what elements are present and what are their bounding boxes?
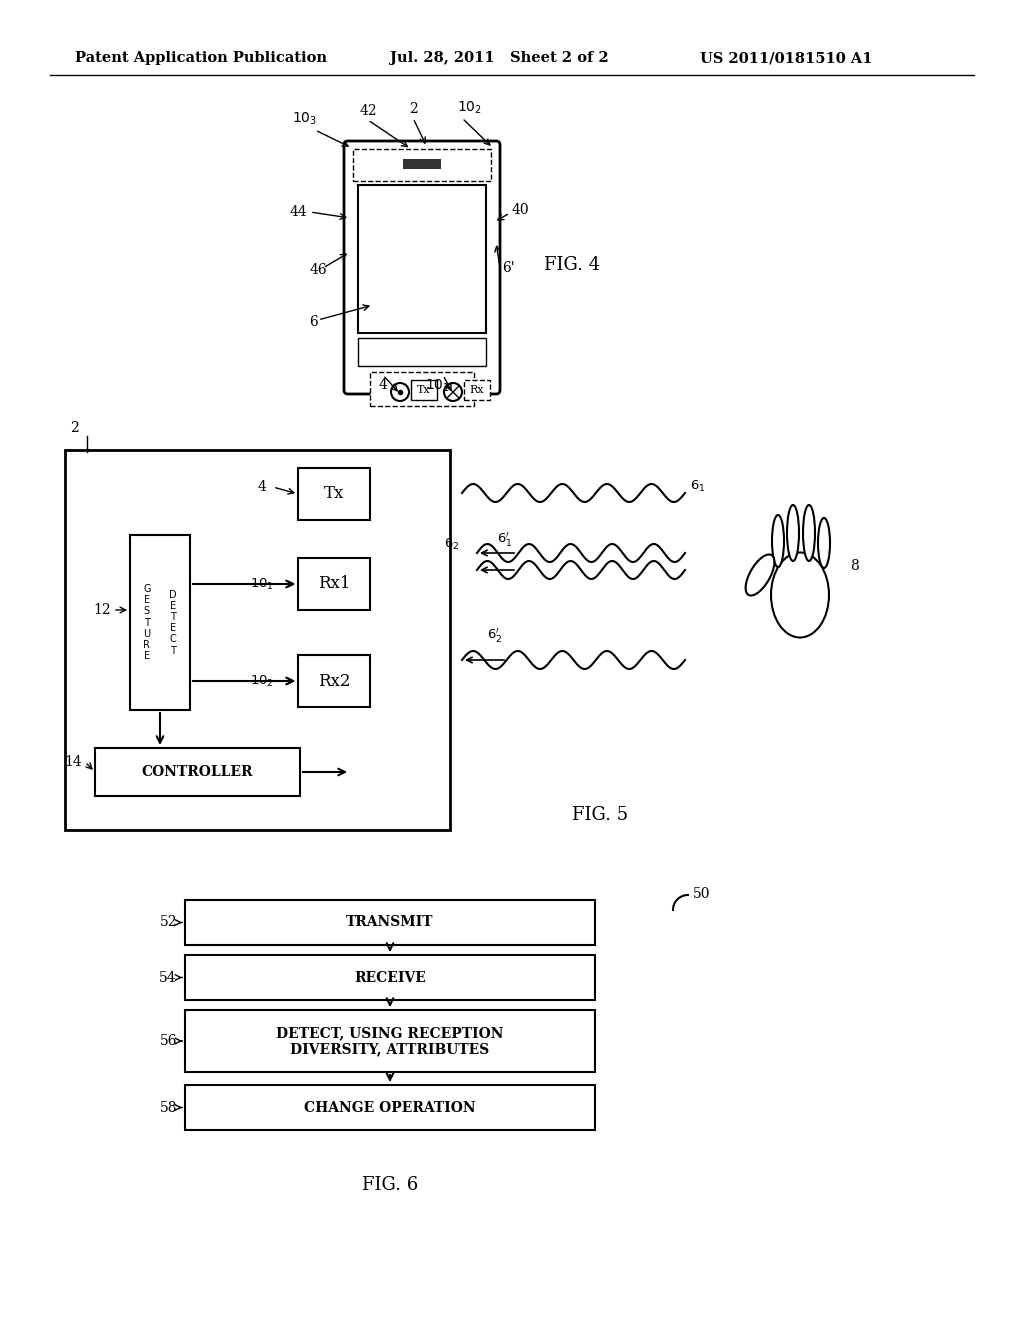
Bar [185,1085,595,1130]
Text: G
E
S
T
U
R
E: G E S T U R E [143,583,151,661]
Text: Tx: Tx [417,385,431,395]
Text: 6': 6' [502,261,515,275]
Bar [185,954,595,1001]
Ellipse shape [444,383,462,401]
Text: $10_1$: $10_1$ [426,378,451,395]
Text: 54: 54 [160,970,177,985]
Text: TRANSMIT: TRANSMIT [346,916,434,929]
Bar [370,372,474,407]
Text: 40: 40 [512,203,529,216]
Text: $6_2'$: $6_2'$ [487,626,503,644]
Text: 2: 2 [70,421,79,436]
Bar [353,149,490,181]
Text: 44: 44 [289,205,307,219]
Text: Rx: Rx [470,385,484,395]
Text: 12: 12 [93,603,111,616]
Text: 42: 42 [359,104,377,117]
Text: FIG. 4: FIG. 4 [544,256,600,275]
Ellipse shape [803,506,815,561]
Text: FIG. 5: FIG. 5 [572,807,628,824]
Text: Patent Application Publication: Patent Application Publication [75,51,327,65]
Text: Tx: Tx [324,486,344,503]
Bar [358,185,486,333]
Bar [403,158,441,169]
Text: $6_1$: $6_1$ [690,479,706,494]
Ellipse shape [745,554,774,595]
Bar [464,380,490,400]
Text: RECEIVE: RECEIVE [354,970,426,985]
Bar [185,1010,595,1072]
Bar [185,900,595,945]
Text: 14: 14 [65,755,82,770]
Bar [358,338,486,366]
Text: 52: 52 [160,916,177,929]
Bar [65,450,450,830]
Text: 56: 56 [160,1034,177,1048]
Text: 8: 8 [850,558,859,573]
Bar [95,748,300,796]
Text: CONTROLLER: CONTROLLER [141,766,253,779]
Text: 6: 6 [308,315,317,329]
Text: 4: 4 [258,480,266,494]
Text: CHANGE OPERATION: CHANGE OPERATION [304,1101,476,1114]
Text: Rx1: Rx1 [317,576,350,593]
Text: $6_2$: $6_2$ [444,537,460,552]
Text: 58: 58 [160,1101,177,1114]
Ellipse shape [818,517,830,568]
Bar [130,535,190,710]
Bar [298,655,370,708]
Ellipse shape [771,553,829,638]
Text: $10_1$: $10_1$ [250,577,274,591]
Bar [298,558,370,610]
Ellipse shape [391,383,409,401]
Text: $6_1'$: $6_1'$ [497,531,513,549]
Text: US 2011/0181510 A1: US 2011/0181510 A1 [700,51,872,65]
Text: FIG. 6: FIG. 6 [361,1176,418,1195]
Text: 4: 4 [379,378,387,392]
Text: D
E
T
E
C
T: D E T E C T [169,590,177,656]
Text: Jul. 28, 2011   Sheet 2 of 2: Jul. 28, 2011 Sheet 2 of 2 [390,51,608,65]
Text: 46: 46 [309,263,327,277]
FancyBboxPatch shape [344,141,500,393]
Ellipse shape [772,515,784,568]
Bar [298,469,370,520]
Text: $10_2$: $10_2$ [250,673,274,689]
Text: 50: 50 [693,887,711,902]
Text: 2: 2 [409,102,418,116]
Bar [411,380,437,400]
Text: $10_2$: $10_2$ [457,99,482,116]
Text: DETECT, USING RECEPTION
DIVERSITY, ATTRIBUTES: DETECT, USING RECEPTION DIVERSITY, ATTRI… [276,1026,504,1056]
Text: Rx2: Rx2 [317,672,350,689]
Text: $10_3$: $10_3$ [293,111,317,127]
Ellipse shape [787,506,799,561]
